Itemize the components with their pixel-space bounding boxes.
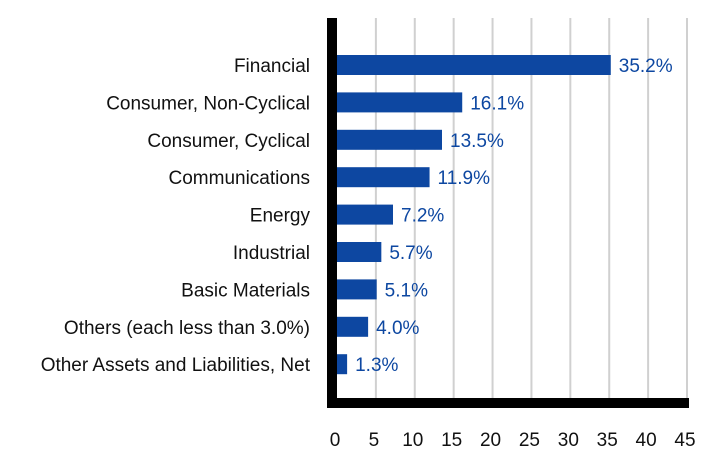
value-labels: 35.2% 16.1% 13.5% 11.9% 7.2% 5.7% 5.1% 4.0% 1.3% [355, 56, 673, 376]
bar [337, 316, 369, 337]
value-label: 16.1% [470, 93, 524, 114]
bar [337, 204, 393, 225]
x-tick-label: 30 [558, 430, 579, 451]
bar [337, 354, 348, 375]
x-tick-label: 40 [636, 430, 657, 451]
x-axis-line [327, 398, 689, 408]
x-tick-label: 5 [369, 430, 380, 451]
y-axis-line [327, 18, 337, 408]
x-tick-label: 25 [519, 430, 540, 451]
bar [337, 92, 463, 113]
value-label: 13.5% [450, 131, 504, 152]
x-tick-label: 35 [597, 430, 618, 451]
x-tick-labels: 0 5 10 15 20 25 30 35 40 45 [330, 430, 696, 451]
category-label: Industrial [233, 243, 310, 264]
bar [337, 167, 430, 188]
value-label: 5.1% [385, 280, 428, 301]
value-label: 35.2% [619, 56, 673, 77]
x-tick-label: 10 [402, 430, 423, 451]
bar [337, 129, 442, 150]
x-tick-label: 15 [441, 430, 462, 451]
category-label: Financial [234, 56, 310, 77]
category-label: Communications [169, 168, 311, 189]
category-label: Other Assets and Liabilities, Net [41, 355, 311, 376]
value-label: 11.9% [438, 168, 491, 189]
bar [337, 279, 377, 300]
category-labels: Financial Consumer, Non-Cyclical Consumer,… [41, 56, 311, 376]
x-tick-label: 0 [330, 430, 341, 451]
category-label: Consumer, Cyclical [147, 131, 310, 152]
bar [337, 242, 382, 262]
value-label: 1.3% [355, 355, 398, 376]
category-label: Energy [250, 206, 311, 227]
category-label: Basic Materials [181, 280, 310, 301]
value-label: 5.7% [389, 243, 432, 264]
category-label: Others (each less than 3.0%) [64, 318, 310, 339]
gridlines [374, 18, 688, 400]
axes [327, 18, 689, 408]
bars [337, 55, 611, 375]
x-tick-label: 45 [674, 430, 695, 451]
bar [337, 55, 611, 75]
x-tick-label: 20 [480, 430, 501, 451]
value-label: 7.2% [401, 206, 444, 227]
value-label: 4.0% [376, 318, 419, 339]
category-label: Consumer, Non-Cyclical [106, 93, 310, 114]
